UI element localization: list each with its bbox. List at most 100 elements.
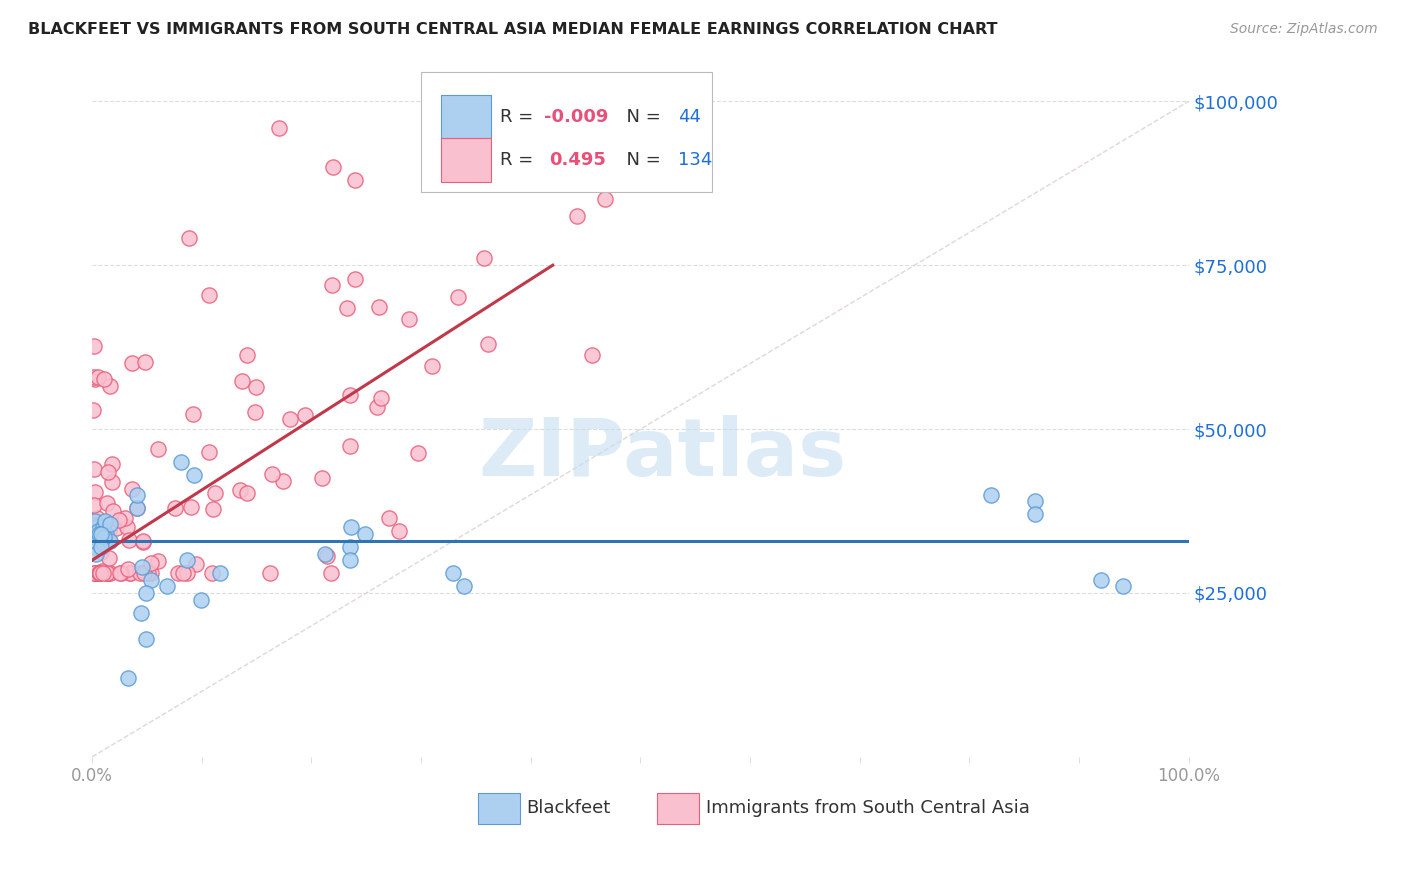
Point	[378, 511, 401, 525]
Point	[139, 566, 162, 581]
Point	[136, 566, 159, 581]
Point	[84, 517, 107, 532]
Point	[336, 301, 359, 315]
Point	[98, 379, 121, 393]
Text: ZIPatlas: ZIPatlas	[478, 415, 846, 493]
Point	[135, 586, 157, 600]
Point	[366, 400, 388, 414]
Point	[176, 566, 198, 581]
Point	[134, 354, 156, 368]
Point	[84, 533, 107, 548]
Point	[100, 475, 122, 490]
Point	[114, 511, 136, 525]
Point	[83, 498, 105, 512]
Point	[209, 566, 232, 581]
Point	[354, 527, 377, 541]
Point	[172, 566, 194, 581]
Point	[105, 521, 128, 535]
Point	[367, 300, 389, 314]
Point	[108, 566, 131, 581]
Point	[97, 566, 120, 581]
Point	[94, 527, 117, 541]
Point	[204, 485, 226, 500]
Text: Immigrants from South Central Asia: Immigrants from South Central Asia	[706, 799, 1031, 817]
Point	[129, 566, 152, 581]
Point	[83, 566, 105, 581]
Point	[132, 533, 155, 548]
Point	[90, 545, 112, 559]
Text: BLACKFEET VS IMMIGRANTS FROM SOUTH CENTRAL ASIA MEDIAN FEMALE EARNINGS CORRELATI: BLACKFEET VS IMMIGRANTS FROM SOUTH CENTR…	[28, 22, 998, 37]
Point	[89, 566, 111, 581]
Point	[121, 356, 143, 370]
Point	[83, 339, 105, 353]
Point	[118, 566, 141, 581]
Point	[86, 511, 108, 525]
Point	[370, 392, 392, 406]
Point	[87, 527, 110, 541]
Point	[127, 500, 149, 515]
Point	[260, 467, 283, 482]
Point	[146, 553, 169, 567]
Point	[96, 566, 118, 581]
Point	[229, 483, 252, 497]
Point	[82, 530, 104, 544]
Point	[441, 566, 464, 581]
Point	[83, 533, 105, 548]
FancyBboxPatch shape	[657, 793, 699, 823]
Point	[344, 173, 367, 187]
Point	[84, 540, 107, 554]
Point	[83, 462, 105, 476]
Point	[86, 524, 108, 538]
Point	[243, 405, 266, 419]
Point	[565, 209, 588, 223]
Point	[183, 467, 205, 482]
Point	[339, 388, 361, 402]
Point	[93, 537, 115, 551]
Point	[593, 192, 616, 206]
Point	[135, 632, 157, 646]
Point	[231, 374, 253, 388]
Point	[107, 513, 129, 527]
Point	[83, 372, 105, 386]
Point	[84, 566, 107, 581]
Point	[167, 566, 190, 581]
Point	[446, 290, 468, 304]
Point	[236, 348, 259, 362]
Point	[259, 566, 281, 581]
Point	[84, 547, 107, 561]
Point	[84, 566, 107, 581]
Point	[117, 519, 139, 533]
Point	[316, 549, 339, 563]
Point	[96, 566, 118, 581]
Point	[83, 369, 105, 384]
Point	[82, 403, 104, 417]
Point	[82, 515, 104, 529]
Text: N =: N =	[616, 151, 666, 169]
Point	[267, 120, 290, 135]
Point	[1024, 494, 1046, 508]
Point	[90, 527, 112, 541]
Point	[87, 566, 110, 581]
Point	[1090, 573, 1112, 587]
Point	[98, 517, 121, 532]
Point	[98, 533, 121, 548]
Text: N =: N =	[616, 108, 666, 126]
FancyBboxPatch shape	[478, 793, 520, 823]
Point	[176, 553, 198, 567]
Point	[581, 348, 603, 362]
Point	[86, 566, 108, 581]
Point	[190, 592, 212, 607]
Point	[89, 533, 111, 547]
Point	[339, 439, 361, 453]
Point	[319, 566, 342, 581]
Point	[97, 523, 120, 537]
Point	[148, 442, 170, 457]
Point	[163, 500, 186, 515]
Point	[98, 566, 121, 581]
Point	[201, 566, 224, 581]
Point	[294, 409, 316, 423]
Point	[89, 566, 111, 581]
Point	[127, 488, 149, 502]
Point	[198, 288, 221, 302]
Point	[97, 566, 120, 581]
